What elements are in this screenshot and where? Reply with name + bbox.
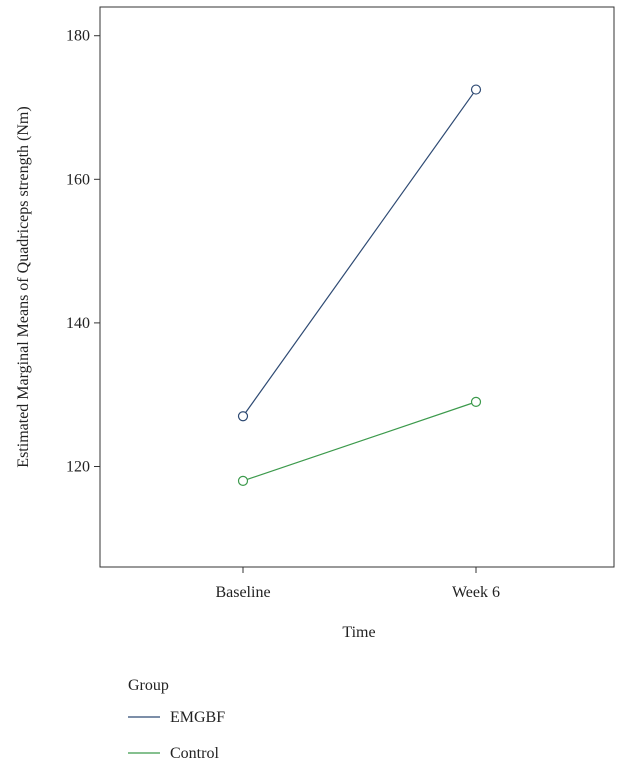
y-tick-label-120: 120 [66, 458, 90, 475]
series-line-emgbf [242, 89, 477, 417]
point-control-1 [470, 396, 482, 407]
legend: EMGBF Control [128, 709, 225, 762]
legend-title: Group [128, 677, 169, 694]
y-axis-ticks: 120 140 160 180 [66, 28, 100, 475]
series-layer [237, 84, 482, 486]
x-tick-label-1: Week 6 [452, 584, 500, 601]
x-axis-title: Time [342, 624, 375, 641]
point-emgbf-1 [470, 84, 482, 95]
plot-frame [99, 6, 615, 568]
legend-label-emgbf: EMGBF [170, 709, 225, 726]
x-tick-label-0: Baseline [215, 584, 270, 601]
y-axis-title: Estimated Marginal Means of Quadriceps s… [15, 106, 32, 467]
point-control-0 [237, 475, 249, 486]
point-emgbf-0 [237, 411, 249, 422]
series-line-control [242, 401, 477, 482]
y-tick-label-180: 180 [66, 28, 90, 45]
x-axis-ticks: Baseline Week 6 [215, 567, 500, 601]
y-tick-label-160: 160 [66, 171, 90, 188]
legend-label-control: Control [170, 745, 219, 762]
y-tick-label-140: 140 [66, 315, 90, 332]
